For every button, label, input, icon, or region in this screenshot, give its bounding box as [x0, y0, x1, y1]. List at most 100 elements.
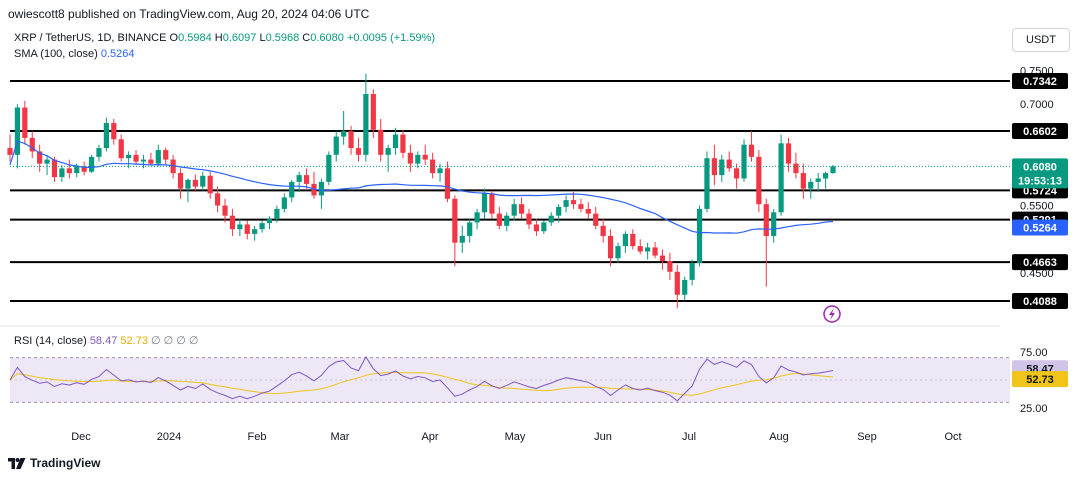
time-tick-label: May [505, 431, 526, 443]
candle-body [44, 159, 50, 164]
level-badge: 0.5724 [1023, 185, 1058, 197]
price-tick-label: 0.4500 [1020, 268, 1054, 280]
tradingview-logo-icon [8, 457, 26, 469]
candle-body [370, 93, 376, 130]
time-tick-label: Sep [857, 431, 877, 443]
candle-body [556, 206, 562, 216]
candle-body [140, 159, 147, 162]
candle-body [496, 213, 502, 226]
candle-body [689, 263, 695, 280]
candle-body [808, 181, 814, 189]
rsi-tick-label: 25.00 [1020, 403, 1048, 415]
candle-body [430, 159, 436, 174]
price-tick-label: 0.7000 [1020, 99, 1054, 111]
price-tick-label: 0.5500 [1020, 201, 1054, 213]
sma-legend[interactable]: SMA (100, close) 0.5264 [14, 48, 134, 60]
candle-body [222, 205, 228, 216]
candle-body [400, 134, 406, 153]
candle-body [585, 208, 591, 214]
rsi-tick-label: 75.00 [1020, 347, 1048, 359]
candle-body [326, 154, 332, 182]
candle-body [830, 166, 836, 174]
candle-body [622, 233, 628, 247]
candle-body [459, 235, 465, 243]
time-tick-label: Feb [248, 431, 267, 443]
candle-body [815, 178, 821, 182]
time-tick-label: Apr [421, 431, 438, 443]
candle-body [518, 204, 525, 214]
candle-body [185, 179, 191, 189]
candle-body [526, 213, 532, 225]
candle-body [741, 144, 747, 179]
candle-body [348, 131, 354, 149]
candlestick-series [7, 73, 836, 309]
time-tick-label: 2024 [157, 431, 181, 443]
level-badge-bg [1012, 293, 1068, 309]
symbol-title[interactable]: XRP / TetherUS, 1D, BINANCE [14, 32, 167, 44]
sma-value: 0.5264 [100, 48, 135, 60]
candle-body [674, 271, 680, 295]
candle-body [177, 173, 184, 189]
candle-body [14, 107, 21, 155]
time-tick-label: Jul [682, 431, 696, 443]
time-tick-label: Dec [71, 431, 91, 443]
last-price-badge-countdown: 19:53:13 [1018, 175, 1062, 187]
candle-body [533, 224, 540, 232]
candle-body [51, 159, 58, 178]
currency-button[interactable]: USDT [1012, 28, 1070, 52]
candle-body [563, 200, 569, 207]
candle-body [800, 173, 806, 189]
candle-body [444, 168, 451, 199]
candle-body [771, 212, 777, 236]
time-tick-label: Aug [769, 431, 789, 443]
time-tick-label: Jun [594, 431, 612, 443]
candle-body [148, 159, 154, 164]
rsi-ma-badge: 52.73 [1026, 374, 1054, 386]
tradingview-brand[interactable]: TradingView [8, 456, 100, 470]
rsi-legend[interactable]: RSI (14, close) 58.47 52.73 ∅ ∅ ∅ ∅ [14, 334, 199, 347]
candle-body [163, 150, 169, 160]
candle-body [511, 204, 517, 216]
candle-body [593, 213, 599, 226]
candle-body [59, 168, 65, 178]
candle-body [259, 223, 265, 230]
candle-body [88, 156, 95, 172]
candle-body [37, 151, 43, 164]
sma-badge-bg [1012, 219, 1068, 236]
candle-body [207, 175, 213, 194]
level-badge-bg [1012, 254, 1068, 271]
support-resistance-lines [10, 80, 1010, 302]
candle-body [296, 175, 302, 182]
candle-body [548, 215, 554, 223]
candle-body [607, 235, 614, 259]
candle-body [237, 224, 243, 230]
candle-body [7, 148, 13, 155]
candle-body [81, 166, 87, 172]
close-label: C [302, 32, 311, 44]
candle-body [667, 260, 673, 272]
candle-body [541, 222, 547, 232]
sma-badge: 0.5264 [1023, 222, 1058, 234]
candle-body [452, 198, 458, 243]
candle-body [615, 246, 621, 259]
candle-body [474, 212, 480, 223]
level-badge: 0.4663 [1023, 257, 1057, 269]
low-label: L [259, 32, 266, 44]
candle-body [719, 159, 725, 176]
candle-body [696, 208, 703, 264]
high-label: H [214, 32, 223, 44]
rsi-line [9, 355, 834, 402]
flash-icon[interactable] [823, 305, 841, 323]
close-value: 0.6080 [310, 32, 344, 44]
rsi-value: 58.47 [89, 335, 118, 347]
candle-body [645, 247, 651, 252]
sma-line [9, 140, 834, 234]
candle-body [155, 150, 161, 164]
candle-body [215, 193, 221, 206]
candle-body [778, 143, 784, 213]
last-price-badge: 0.6080 [1023, 161, 1057, 173]
candle-body [289, 181, 295, 198]
high-value: 0.6097 [222, 32, 257, 44]
rsi-ma-value: 52.73 [120, 335, 148, 347]
